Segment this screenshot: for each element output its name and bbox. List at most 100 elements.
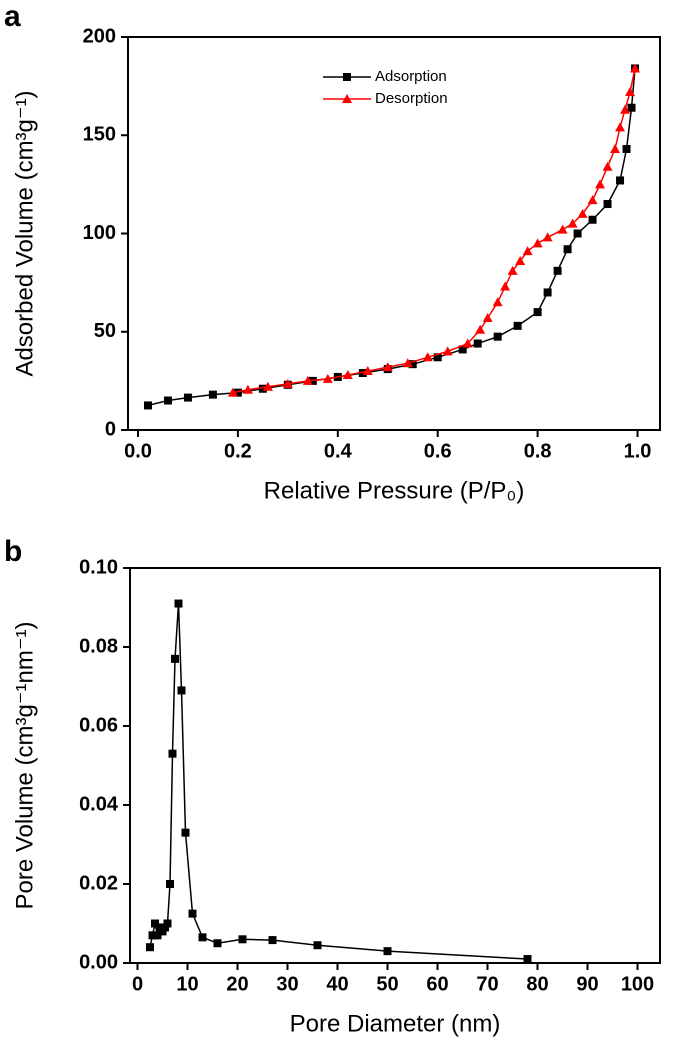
marker	[567, 218, 578, 228]
x-tick-label: 30	[276, 973, 298, 995]
y-tick-label: 0	[105, 418, 116, 440]
plot-frame	[129, 567, 661, 964]
marker	[515, 256, 526, 266]
legend-label: Desorption	[375, 90, 448, 107]
marker	[208, 390, 217, 399]
marker	[213, 939, 222, 948]
marker	[258, 384, 267, 393]
panel-label: a	[4, 0, 21, 33]
marker	[620, 104, 631, 114]
y-axis-label: Pore Volume (cm³g⁻¹nm⁻¹)	[11, 621, 38, 909]
marker	[174, 599, 183, 608]
marker	[553, 266, 562, 275]
x-tick-label: 1.0	[624, 440, 652, 462]
marker	[543, 288, 552, 297]
marker	[143, 401, 152, 410]
marker	[458, 345, 467, 354]
marker	[242, 384, 253, 394]
marker	[542, 232, 553, 242]
marker	[181, 828, 190, 837]
x-tick-label: 20	[226, 973, 248, 995]
marker	[408, 360, 417, 369]
marker	[588, 215, 597, 224]
marker	[168, 749, 177, 758]
x-tick-label: 0	[132, 973, 143, 995]
marker	[433, 353, 442, 362]
y-tick-label: 0.00	[79, 951, 118, 973]
marker	[513, 321, 522, 330]
marker	[362, 366, 373, 376]
marker	[603, 200, 612, 209]
marker	[595, 179, 606, 189]
marker	[302, 375, 313, 385]
x-tick-label: 100	[621, 973, 654, 995]
x-axis-label: Pore Diameter (nm)	[290, 1010, 501, 1037]
marker	[146, 943, 154, 952]
marker	[462, 338, 473, 348]
marker	[475, 324, 486, 334]
marker	[402, 358, 413, 368]
marker	[383, 947, 392, 956]
legend-label: Adsorption	[375, 68, 447, 85]
marker	[177, 686, 186, 695]
marker	[482, 312, 493, 322]
x-tick-label: 50	[376, 973, 398, 995]
marker	[183, 393, 192, 402]
y-tick-label: 0.10	[79, 556, 118, 578]
x-tick-label: 90	[576, 973, 598, 995]
marker	[492, 297, 503, 307]
marker	[382, 362, 393, 372]
marker	[233, 388, 242, 397]
x-tick-label: 60	[426, 973, 448, 995]
marker	[227, 387, 238, 397]
marker	[610, 144, 621, 154]
panel-label: b	[4, 535, 22, 568]
x-tick-label: 0.2	[224, 440, 252, 462]
marker	[153, 931, 162, 940]
marker	[573, 229, 582, 238]
marker	[313, 941, 322, 950]
y-tick-label: 150	[83, 124, 116, 146]
y-axis-label: Adsorbed Volume (cm³g⁻¹)	[11, 90, 38, 376]
legend-marker	[343, 73, 351, 81]
marker	[148, 931, 157, 940]
marker	[532, 238, 543, 248]
y-tick-label: 50	[94, 320, 116, 342]
y-tick-label: 200	[83, 25, 116, 47]
marker	[602, 161, 613, 171]
marker	[500, 281, 511, 291]
marker	[557, 224, 568, 234]
marker	[533, 308, 542, 317]
x-tick-label: 0.0	[124, 440, 152, 462]
marker	[627, 103, 636, 112]
marker	[422, 352, 433, 362]
marker	[322, 373, 333, 383]
series-line	[149, 603, 528, 960]
marker	[358, 369, 367, 378]
x-tick-label: 10	[176, 973, 198, 995]
marker	[625, 87, 636, 97]
marker	[282, 378, 293, 388]
marker	[577, 208, 588, 218]
marker	[342, 369, 353, 379]
marker	[622, 145, 631, 154]
y-tick-label: 100	[83, 222, 116, 244]
marker	[522, 246, 533, 256]
marker	[166, 880, 174, 888]
marker	[615, 122, 626, 132]
y-tick-label: 0.08	[79, 635, 118, 657]
marker	[262, 381, 273, 391]
marker	[563, 245, 572, 254]
marker	[473, 339, 482, 348]
marker	[238, 935, 247, 944]
x-axis-label: Relative Pressure (P/P₀)	[264, 477, 525, 504]
x-tick-label: 0.6	[424, 440, 452, 462]
marker	[523, 955, 532, 964]
legend-marker	[342, 94, 352, 103]
y-tick-label: 0.06	[79, 714, 118, 736]
marker	[616, 176, 625, 185]
x-tick-label: 80	[526, 973, 548, 995]
x-tick-label: 0.4	[324, 440, 353, 462]
marker	[151, 919, 159, 928]
